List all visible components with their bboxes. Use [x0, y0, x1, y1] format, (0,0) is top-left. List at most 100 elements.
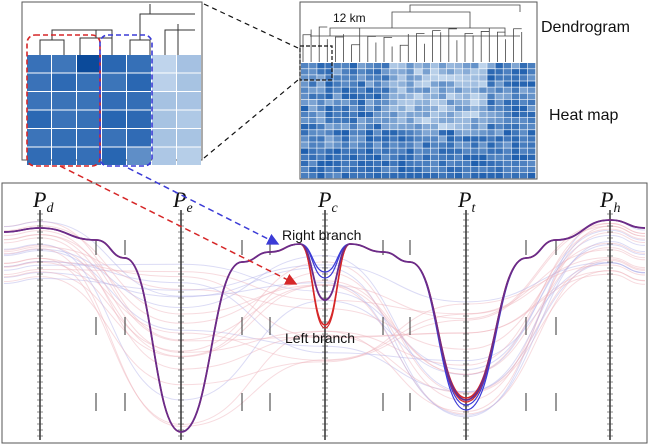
- heatmap-cell: [431, 173, 439, 179]
- heatmap-cell: [333, 100, 341, 106]
- heatmap-cell: [471, 161, 479, 167]
- heatmap-cell: [382, 63, 390, 69]
- heatmap-cell: [423, 75, 431, 81]
- heatmap-cell: [309, 148, 317, 154]
- zoom-heatmap-cell: [102, 129, 126, 147]
- heatmap-cell: [398, 69, 406, 75]
- heatmap-cell: [455, 87, 463, 93]
- heatmap-cell: [406, 100, 414, 106]
- heatmap-cell: [455, 142, 463, 148]
- heatmap-cell: [423, 161, 431, 167]
- heatmap-cell: [390, 136, 398, 142]
- heatmap-cell: [495, 75, 503, 81]
- heatmap-cell: [528, 81, 536, 87]
- heatmap-cell: [463, 161, 471, 167]
- heatmap-cell: [358, 106, 366, 112]
- heatmap-cell: [495, 87, 503, 93]
- heatmap-cell: [463, 100, 471, 106]
- heatmap-cell: [479, 81, 487, 87]
- zoom-heatmap-cell: [52, 74, 76, 92]
- heatmap-cell: [471, 130, 479, 136]
- heatmap-cell: [333, 81, 341, 87]
- heatmap-cell: [479, 112, 487, 118]
- zoom-heatmap-cell: [152, 148, 176, 166]
- heatmap-cell: [366, 100, 374, 106]
- heatmap-cell: [528, 136, 536, 142]
- heatmap-cell: [382, 124, 390, 130]
- heatmap-cell: [414, 142, 422, 148]
- heatmap-cell: [423, 142, 431, 148]
- heatmap-cell: [333, 142, 341, 148]
- heatmap-cell: [390, 130, 398, 136]
- heatmap-cell: [431, 167, 439, 173]
- heatmap-cell: [398, 136, 406, 142]
- heatmap-cell: [479, 118, 487, 124]
- heatmap-cell: [317, 142, 325, 148]
- zoom-heatmap-cell: [127, 111, 151, 129]
- heatmap-cell: [431, 69, 439, 75]
- heatmap-cell: [479, 142, 487, 148]
- heatmap-cell: [520, 155, 528, 161]
- zoom-heatmap-cell: [52, 55, 76, 73]
- heatmap-cell: [447, 161, 455, 167]
- heatmap-cell: [431, 100, 439, 106]
- heatmap-cell: [487, 148, 495, 154]
- heatmap-cell: [447, 100, 455, 106]
- heatmap-cell: [350, 136, 358, 142]
- heatmap-cell: [309, 130, 317, 136]
- heatmap-cells: [301, 63, 535, 178]
- heat-map-label: Heat map: [549, 107, 618, 124]
- heatmap-cell: [423, 130, 431, 136]
- zoom-heatmap-cell: [127, 74, 151, 92]
- heatmap-cell: [398, 161, 406, 167]
- heatmap-cell: [479, 87, 487, 93]
- heatmap-cell: [333, 136, 341, 142]
- heatmap-cell: [317, 106, 325, 112]
- heatmap-cell: [512, 112, 519, 118]
- heatmap-cell: [455, 130, 463, 136]
- heatmap-cell: [431, 106, 439, 112]
- heatmap-cell: [317, 118, 325, 124]
- heatmap-cell: [333, 130, 341, 136]
- heatmap-cell: [439, 100, 447, 106]
- heatmap-cell: [504, 106, 512, 112]
- heatmap-cell: [479, 167, 487, 173]
- heatmap-cell: [528, 75, 536, 81]
- zoom-heatmap-cell: [177, 74, 201, 92]
- heatmap-cell: [528, 112, 536, 118]
- heatmap-cell: [301, 87, 309, 93]
- heatmap-cell: [398, 130, 406, 136]
- heatmap-cell: [495, 173, 503, 179]
- heatmap-cell: [455, 161, 463, 167]
- heatmap-cell: [350, 142, 358, 148]
- heatmap-cell: [325, 130, 333, 136]
- heatmap-cell: [423, 112, 431, 118]
- heatmap-cell: [301, 173, 309, 179]
- heatmap-cell: [325, 100, 333, 106]
- heatmap-cell: [342, 118, 350, 124]
- heatmap-cell: [431, 130, 439, 136]
- heatmap-cell: [406, 142, 414, 148]
- heatmap-cell: [471, 136, 479, 142]
- heatmap-cell: [463, 142, 471, 148]
- heatmap-cell: [479, 100, 487, 106]
- heatmap-cell: [414, 167, 422, 173]
- heatmap-cell: [333, 63, 341, 69]
- heatmap-cell: [414, 118, 422, 124]
- heatmap-cell: [414, 161, 422, 167]
- heatmap-cell: [447, 142, 455, 148]
- heatmap-cell: [504, 130, 512, 136]
- zoom-heatmap-cell: [177, 92, 201, 110]
- heatmap-cell: [382, 130, 390, 136]
- heatmap-cell: [414, 112, 422, 118]
- heatmap-cell: [520, 81, 528, 87]
- heatmap-cell: [374, 161, 382, 167]
- heatmap-cell: [471, 167, 479, 173]
- heatmap-cell: [487, 136, 495, 142]
- heatmap-cell: [504, 69, 512, 75]
- heatmap-cell: [309, 112, 317, 118]
- heatmap-cell: [487, 155, 495, 161]
- heatmap-cell: [342, 87, 350, 93]
- heatmap-cell: [495, 63, 503, 69]
- heatmap-cell: [301, 81, 309, 87]
